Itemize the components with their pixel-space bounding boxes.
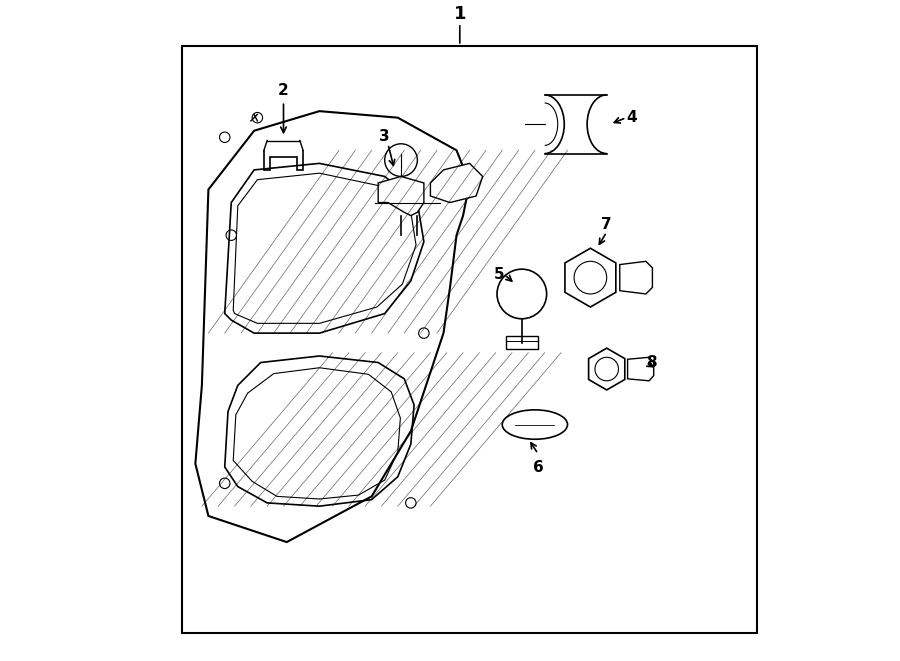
Text: 5: 5	[493, 267, 504, 282]
Bar	[183, 46, 757, 633]
Polygon shape	[195, 111, 470, 542]
Polygon shape	[565, 249, 616, 307]
Text: 1: 1	[454, 5, 466, 23]
Polygon shape	[430, 163, 482, 202]
Polygon shape	[506, 336, 538, 350]
Polygon shape	[378, 176, 424, 215]
Text: 3: 3	[380, 129, 390, 144]
Text: 7: 7	[601, 217, 612, 232]
Text: 2: 2	[278, 83, 289, 98]
Text: 4: 4	[626, 110, 637, 125]
Polygon shape	[620, 261, 652, 294]
Text: 6: 6	[533, 461, 544, 475]
Polygon shape	[627, 358, 653, 381]
Text: 8: 8	[646, 355, 656, 370]
Polygon shape	[589, 348, 625, 390]
